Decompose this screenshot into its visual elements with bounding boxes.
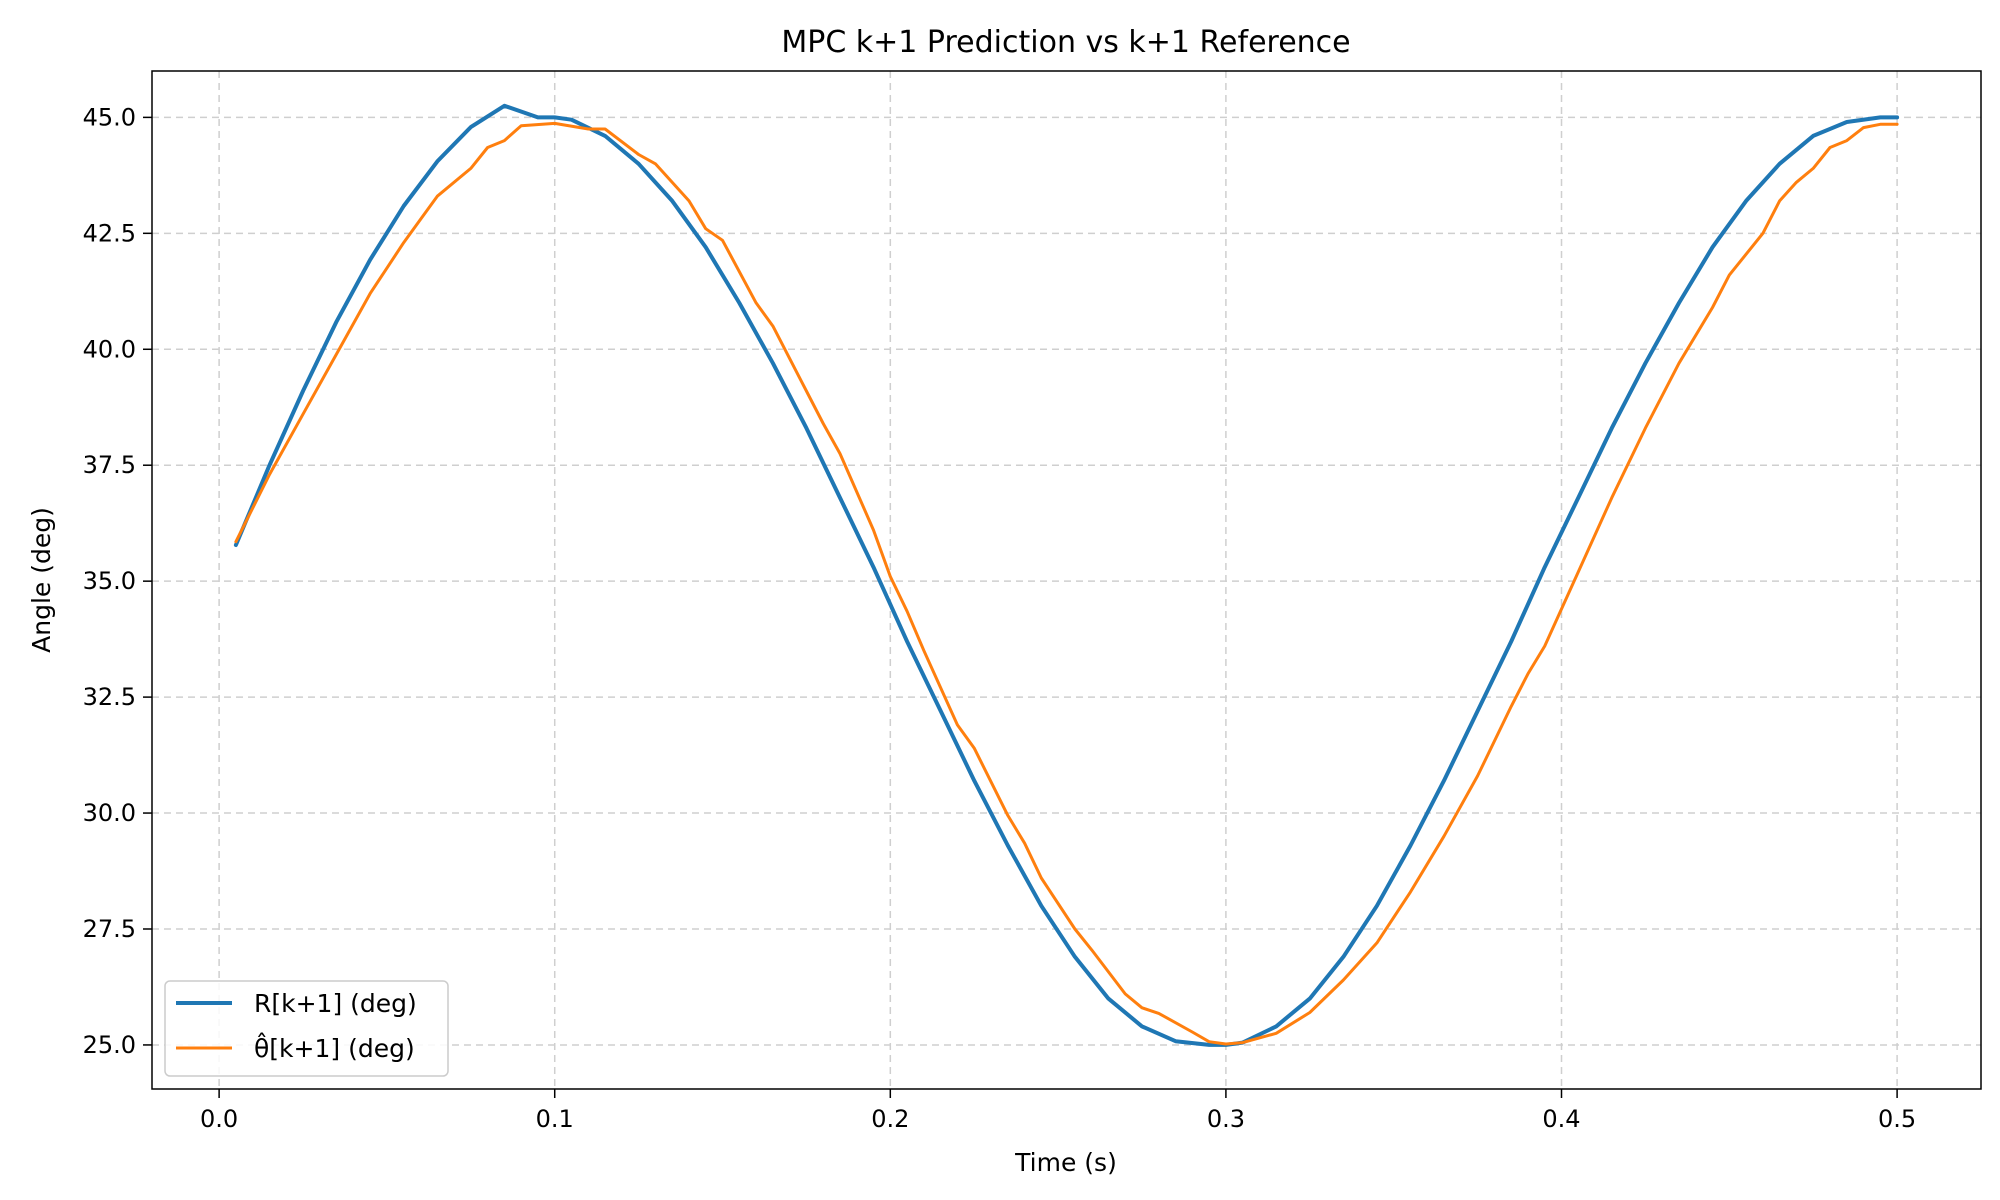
plot-frame <box>151 70 1982 1090</box>
y-axis-label: Angle (deg) <box>27 507 56 653</box>
ticks-layer: 0.0 0.1 0.2 0.3 0.4 0.5 25.0 27.5 30.0 32.5 35.0 37… <box>83 103 1917 1133</box>
series-line-prediction <box>234 121 1899 1046</box>
y-tick-label: 32.5 <box>83 683 136 711</box>
y-tick-label: 30.0 <box>83 799 136 827</box>
grid-layer <box>152 71 1981 1089</box>
y-tick-label: 37.5 <box>83 451 136 479</box>
x-tick-label: 0.0 <box>200 1105 238 1133</box>
x-tick-label: 0.4 <box>1542 1105 1580 1133</box>
y-tick-label: 42.5 <box>83 219 136 247</box>
legend-box <box>164 980 449 1077</box>
y-tick-label: 45.0 <box>83 103 136 131</box>
x-tick-label: 0.3 <box>1207 1105 1245 1133</box>
y-tick-label: 40.0 <box>83 335 136 363</box>
y-tick-label: 25.0 <box>83 1031 136 1059</box>
x-tick-label: 0.5 <box>1878 1105 1916 1133</box>
legend-label-prediction: θ̂[k+1] (deg) <box>254 1032 415 1063</box>
series-line-reference <box>233 103 1900 1047</box>
series-layer <box>233 103 1900 1047</box>
x-tick-label: 0.1 <box>536 1105 574 1133</box>
y-tick-label: 27.5 <box>83 915 136 943</box>
chart-title: MPC k+1 Prediction vs k+1 Reference <box>781 25 1350 60</box>
legend-label-reference: R[k+1] (deg) <box>254 989 417 1018</box>
x-axis-label: Time (s) <box>1014 1148 1117 1177</box>
legend: R[k+1] (deg) θ̂[k+1] (deg) <box>164 980 449 1077</box>
y-tick-label: 35.0 <box>83 567 136 595</box>
x-tick-label: 0.2 <box>871 1105 909 1133</box>
